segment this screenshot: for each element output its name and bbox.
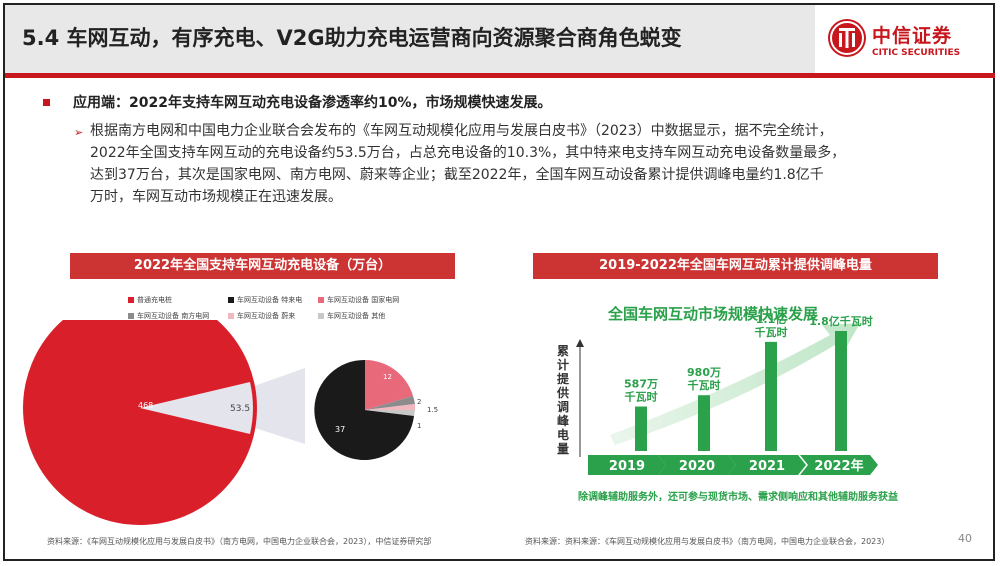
pie-of-pie-chart: 468 53.5 37 12 2 1.5 1 bbox=[23, 320, 438, 525]
chart-footnote: 除调峰辅助服务外，还可参与现货市场、需求侧响应和其他辅助服务获益 bbox=[578, 490, 898, 503]
title-divider bbox=[5, 73, 995, 78]
bar-chart: 全国车网互动市场规模快速发展 累计提供调峰电量 587万千瓦时 980万千瓦时 1.… bbox=[556, 305, 898, 503]
citic-emblem-svg bbox=[830, 21, 864, 55]
legend-swatch-icon bbox=[318, 313, 324, 319]
legend-label: 车网互动设备 特来电 bbox=[237, 296, 303, 304]
y-axis-label-char: 供 bbox=[556, 385, 569, 400]
right-chart-title: 2019-2022年全国车网互动累计提供调峰电量 bbox=[533, 253, 938, 279]
sub-slice-nio bbox=[365, 404, 416, 410]
legend-item: 普通充电桩 bbox=[128, 295, 172, 305]
bar-2020 bbox=[698, 395, 710, 451]
source-right: 资料来源：资料来源：《车网互动规模化应用与发展白皮书》（南方电网，中国电力企业联… bbox=[525, 537, 890, 546]
y-axis-label-char: 调 bbox=[557, 400, 569, 414]
logo-english-text: CITIC SECURITIES bbox=[872, 48, 961, 58]
arrow-bullet-icon: ➢ bbox=[74, 126, 84, 139]
y-axis-label-char: 累 bbox=[557, 344, 569, 358]
pie-label-ordinary: 468 bbox=[138, 401, 153, 410]
y-axis-label-char: 峰 bbox=[557, 413, 570, 428]
year-chevron bbox=[588, 455, 666, 475]
bar-value-label: 980万千瓦时 bbox=[687, 366, 721, 392]
legend-item: 车网互动设备 蔚来 bbox=[228, 311, 295, 321]
title-bar bbox=[5, 5, 815, 73]
year-chevron bbox=[800, 455, 878, 475]
citic-emblem-icon bbox=[828, 19, 866, 57]
legend-item: 车网互动设备 国家电网 bbox=[318, 295, 399, 305]
legend-swatch-icon bbox=[228, 297, 234, 303]
legend-label: 普通充电桩 bbox=[137, 296, 172, 304]
sub-label-other: 1 bbox=[417, 422, 421, 430]
legend-swatch-icon bbox=[318, 297, 324, 303]
legend-label: 车网互动设备 南方电网 bbox=[137, 312, 210, 320]
bullet-square-icon bbox=[43, 99, 50, 106]
main-bullet: 应用端：2022年支持车网互动充电设备渗透率约10%，市场规模快速发展。 bbox=[73, 95, 552, 111]
left-chart-title: 2022年全国支持车网互动充电设备（万台） bbox=[70, 253, 455, 279]
body-paragraph: 根据南方电网和中国电力企业联合会发布的《车网互动规模化应用与发展白皮书》（202… bbox=[90, 120, 970, 208]
bar-value-label: 1.1亿千瓦时 bbox=[755, 312, 788, 339]
sub-slice-other bbox=[365, 410, 415, 416]
sub-slice-teld bbox=[314, 359, 414, 460]
paragraph-line: 达到37万台，其次是国家电网、南方电网、蔚来等企业；截至2022年，全国车网互动… bbox=[90, 167, 824, 183]
pie-slice-v2g-devices bbox=[140, 382, 253, 434]
year-label: 2022年 bbox=[814, 458, 863, 474]
logo-chinese-text: 中信证券 bbox=[872, 25, 953, 47]
legend-label: 车网互动设备 国家电网 bbox=[327, 296, 400, 304]
sub-label-state-grid: 12 bbox=[383, 373, 392, 381]
year-label: 2019 bbox=[609, 459, 645, 474]
sub-pie: 37 12 2 1.5 1 bbox=[314, 359, 438, 460]
bar-2021 bbox=[765, 341, 777, 451]
year-label: 2021 bbox=[749, 459, 785, 474]
legend-item: 车网互动设备 南方电网 bbox=[128, 311, 209, 321]
paragraph-line: 根据南方电网和中国电力企业联合会发布的《车网互动规模化应用与发展白皮书》（202… bbox=[90, 123, 833, 139]
bar-2022年 bbox=[835, 331, 847, 451]
sub-slice-south-grid bbox=[365, 396, 415, 410]
y-axis-label-char: 电 bbox=[557, 427, 569, 442]
legend-label: 车网互动设备 其他 bbox=[327, 312, 386, 320]
source-left: 资料来源：《车网互动规模化应用与发展白皮书》（南方电网，中国电力企业联合会，20… bbox=[47, 537, 432, 546]
year-ribbon: 2019 2020 2021 2022年 bbox=[588, 455, 878, 475]
bar-value-label: 1.8亿千瓦时 bbox=[809, 314, 873, 328]
year-chevron bbox=[728, 455, 806, 475]
paragraph-line: 万时，车网互动市场规模正在迅速发展。 bbox=[90, 189, 342, 205]
y-axis-label-char: 量 bbox=[557, 442, 569, 456]
citic-logo: 中信证券 CITIC SECURITIES bbox=[828, 15, 988, 67]
sub-label-teld: 37 bbox=[335, 425, 345, 434]
trend-arrow-icon bbox=[610, 323, 860, 445]
bar-2019 bbox=[635, 406, 647, 451]
y-axis-arrow-icon bbox=[576, 339, 584, 347]
paragraph-line: 2022年全国支持车网互动的充电设备约53.5万台，占总充电设备的10.3%，其… bbox=[90, 145, 846, 161]
legend-item: 车网互动设备 特来电 bbox=[228, 295, 302, 305]
pie-label-v2g: 53.5 bbox=[230, 404, 250, 414]
bar-value-label: 587万千瓦时 bbox=[624, 378, 658, 404]
page-number: 40 bbox=[958, 532, 972, 545]
chart-headline: 全国车网互动市场规模快速发展 bbox=[607, 305, 818, 323]
y-axis-label-char: 计 bbox=[557, 357, 569, 372]
sub-label-nio: 1.5 bbox=[427, 406, 438, 414]
pie-slice-ordinary-chargers bbox=[23, 320, 257, 525]
slide-frame bbox=[3, 3, 995, 561]
legend-label: 车网互动设备 蔚来 bbox=[237, 312, 296, 320]
sub-label-south-grid: 2 bbox=[417, 398, 421, 406]
y-axis-label-chars: 累计提供调峰电量 bbox=[556, 344, 570, 456]
year-label: 2020 bbox=[679, 459, 715, 474]
legend-swatch-icon bbox=[228, 313, 234, 319]
legend-item: 车网互动设备 其他 bbox=[318, 311, 385, 321]
sub-slice-state-grid bbox=[365, 360, 413, 410]
legend-swatch-icon bbox=[128, 313, 134, 319]
bars-group: 587万千瓦时 980万千瓦时 1.1亿千瓦时 1.8亿千瓦时 bbox=[624, 312, 873, 451]
y-axis-label-char: 提 bbox=[557, 371, 570, 386]
legend-swatch-icon bbox=[128, 297, 134, 303]
slide-title: 5.4 车网互动，有序充电、V2G助力充电运营商向资源聚合商角色蜕变 bbox=[22, 26, 682, 50]
year-chevron bbox=[658, 455, 736, 475]
